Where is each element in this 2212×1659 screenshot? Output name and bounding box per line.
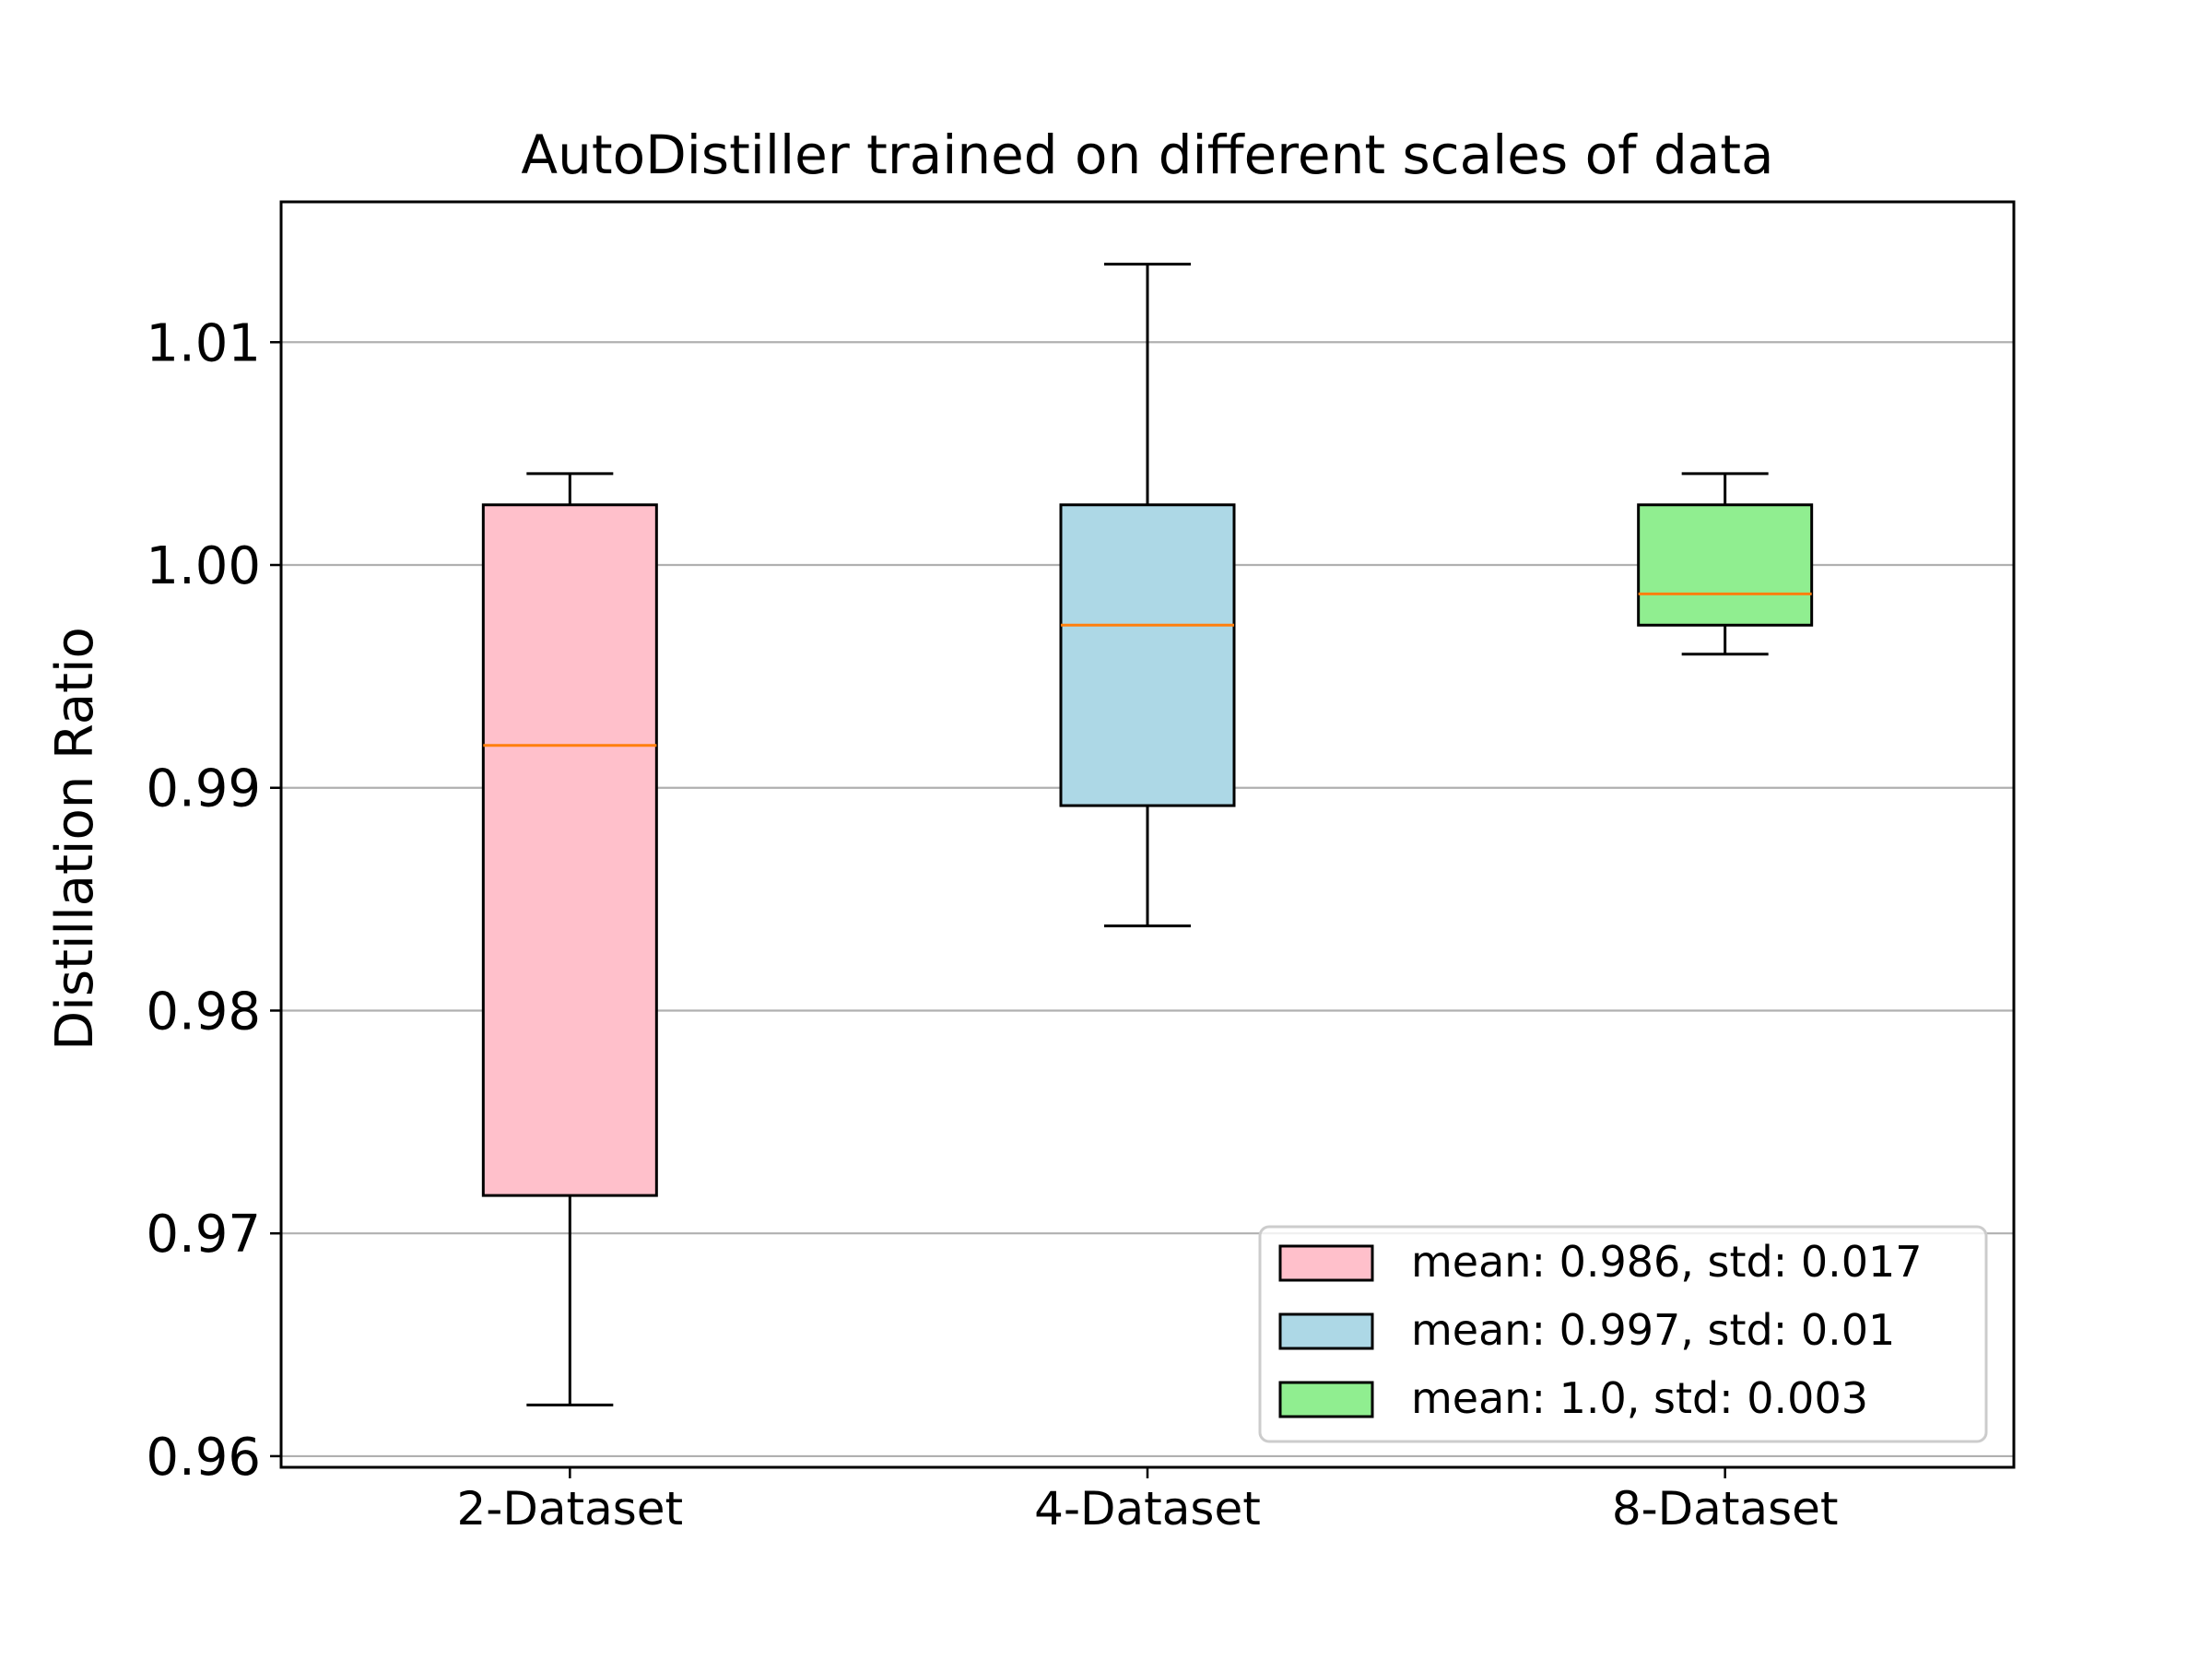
y-tick-label: 0.97 [146, 1205, 261, 1265]
legend-swatch [1278, 1244, 1374, 1282]
box-body [481, 503, 658, 1197]
y-tick-label: 1.01 [146, 313, 261, 373]
y-tick-label: 0.96 [146, 1428, 261, 1488]
legend-swatch [1278, 1381, 1374, 1418]
y-tick-label: 1.00 [146, 536, 261, 596]
legend-label: mean: 0.986, std: 0.017 [1411, 1237, 1923, 1287]
boxes [481, 263, 1814, 1406]
legend-frame [1258, 1225, 1988, 1443]
y-tick-label: 0.99 [146, 759, 261, 819]
x-tick-label: 4-Dataset [1034, 1482, 1261, 1535]
box-body [1059, 503, 1236, 807]
axis-ticks: 0.96 0.97 0.98 0.99 1.00 1.01 2-Dataset 4-Datas… [146, 313, 1838, 1535]
legend: mean: 0.986, std: 0.017 mean: 0.997, std:… [1258, 1225, 1988, 1443]
y-tick-label: 0.98 [146, 982, 261, 1041]
plot-frame [279, 200, 2016, 1469]
chart-title: AutoDistiller trained on different scale… [521, 124, 1773, 186]
legend-swatch [1278, 1312, 1374, 1350]
box-body [1637, 503, 1814, 627]
y-axis-label: Distillation Ratio [45, 627, 105, 1051]
box-4-Dataset [1059, 263, 1236, 928]
legend-label: mean: 0.997, std: 0.01 [1411, 1305, 1895, 1355]
box-2-Dataset [481, 472, 658, 1406]
x-tick-label: 8-Dataset [1612, 1482, 1839, 1535]
legend-label: mean: 1.0, std: 0.003 [1411, 1373, 1868, 1423]
box-8-Dataset [1637, 472, 1814, 656]
x-tick-label: 2-Dataset [457, 1482, 684, 1535]
